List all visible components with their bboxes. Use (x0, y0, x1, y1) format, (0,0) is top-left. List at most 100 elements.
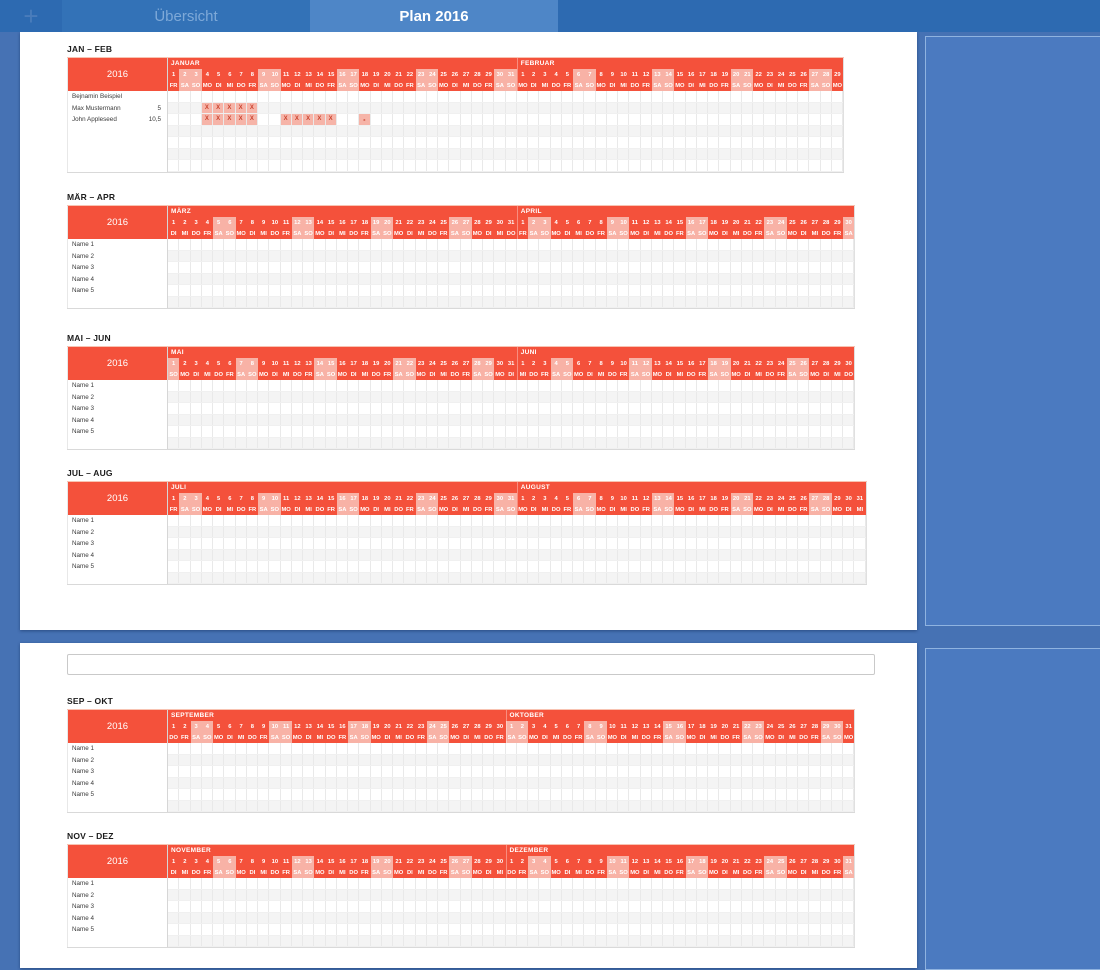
day-weekday-cell[interactable]: SA (764, 228, 776, 239)
day-cell[interactable] (438, 572, 450, 583)
day-cell[interactable] (562, 137, 573, 148)
day-cell[interactable] (281, 743, 292, 754)
day-number-cell[interactable]: 23 (415, 69, 427, 80)
day-weekday-cell[interactable]: MO (753, 506, 764, 513)
day-cell[interactable] (764, 789, 776, 800)
day-number-cell[interactable]: 13 (642, 723, 650, 730)
day-cell[interactable] (742, 160, 753, 171)
day-cell[interactable] (404, 549, 416, 560)
day-number-cell[interactable]: 17 (350, 219, 357, 226)
day-cell[interactable] (832, 414, 843, 425)
day-cell[interactable] (449, 800, 461, 811)
day-cell[interactable] (562, 102, 573, 113)
day-weekday-cell[interactable]: DI (688, 82, 695, 89)
day-weekday-cell[interactable]: FR (563, 506, 572, 513)
total-cell[interactable]: 5 (157, 104, 161, 112)
day-cell[interactable] (348, 924, 360, 935)
day-weekday-cell[interactable]: FR (181, 734, 189, 741)
day-cell[interactable] (326, 285, 337, 296)
day-number-cell[interactable]: 13 (305, 360, 312, 367)
day-cell[interactable] (281, 437, 292, 448)
name-row[interactable]: Name 5 (68, 426, 167, 438)
day-weekday-cell[interactable]: MI (755, 371, 762, 378)
day-cell[interactable] (652, 878, 663, 889)
day-cell[interactable] (179, 526, 191, 537)
day-cell[interactable] (742, 935, 753, 946)
day-weekday-cell[interactable]: DI (249, 230, 256, 237)
day-cell[interactable] (337, 889, 348, 900)
day-cell[interactable] (213, 426, 225, 437)
day-weekday-cell[interactable]: DO (630, 506, 640, 513)
day-cell[interactable] (562, 391, 573, 402)
day-number-cell[interactable]: 16 (336, 493, 348, 504)
day-cell[interactable] (224, 912, 236, 923)
day-cell[interactable] (506, 889, 517, 900)
day-number-cell[interactable]: 27 (462, 71, 470, 78)
day-cell[interactable] (438, 754, 450, 765)
day-weekday-cell[interactable]: MO (202, 506, 213, 513)
day-cell[interactable] (821, 391, 832, 402)
day-cell[interactable] (528, 766, 540, 777)
day-weekday-cell[interactable]: DO (821, 230, 831, 237)
day-cell[interactable] (393, 924, 405, 935)
day-cell[interactable] (168, 160, 180, 171)
day-cell[interactable] (506, 515, 517, 526)
day-number-cell[interactable]: 18 (708, 358, 720, 369)
day-cell[interactable] (843, 403, 855, 414)
day-weekday-cell[interactable]: SO (280, 732, 292, 743)
day-weekday-cell[interactable]: MI (575, 869, 582, 876)
day-cell[interactable] (404, 437, 416, 448)
day-weekday-cell[interactable]: SO (584, 80, 596, 91)
day-cell[interactable] (798, 878, 810, 889)
day-cell[interactable] (686, 414, 697, 425)
day-cell[interactable] (337, 148, 348, 159)
day-cell[interactable] (382, 125, 393, 136)
day-weekday-cell[interactable]: SO (483, 369, 495, 380)
day-cell[interactable] (551, 912, 562, 923)
day-number-cell[interactable]: 2 (520, 858, 524, 865)
day-cell[interactable] (731, 403, 742, 414)
day-cell[interactable] (843, 766, 855, 777)
day-cell[interactable] (348, 515, 360, 526)
day-cell[interactable] (798, 137, 810, 148)
day-cell[interactable] (843, 935, 855, 946)
day-weekday-cell[interactable]: MI (552, 734, 560, 741)
day-cell[interactable] (607, 160, 618, 171)
day-number-cell[interactable]: 1 (172, 723, 176, 730)
day-cell[interactable] (798, 296, 810, 307)
day-cell[interactable] (787, 572, 798, 583)
day-cell[interactable] (674, 102, 686, 113)
day-weekday-cell[interactable]: DO (270, 869, 280, 876)
day-cell[interactable] (697, 912, 708, 923)
day-weekday-cell[interactable]: DI (271, 371, 278, 378)
day-cell[interactable] (404, 924, 416, 935)
day-cell[interactable] (686, 901, 697, 912)
day-cell[interactable]: X (291, 114, 303, 125)
day-cell[interactable] (404, 426, 416, 437)
day-cell[interactable] (427, 426, 438, 437)
day-cell[interactable] (314, 296, 326, 307)
day-cell[interactable] (506, 437, 517, 448)
empty-textbox[interactable] (67, 654, 875, 675)
day-cell[interactable] (281, 391, 292, 402)
day-cell[interactable] (202, 262, 213, 273)
day-number-cell[interactable]: 27 (462, 360, 470, 367)
day-cell[interactable] (168, 889, 180, 900)
day-weekday-cell[interactable]: FR (518, 869, 527, 876)
day-cell[interactable] (191, 239, 202, 250)
day-number-cell[interactable]: 23 (417, 360, 425, 367)
day-cell[interactable] (326, 125, 337, 136)
day-cell[interactable] (697, 561, 708, 572)
day-cell[interactable] (618, 262, 630, 273)
month-header-cell[interactable]: DEZEMBER (505, 845, 855, 856)
day-cell[interactable] (382, 901, 393, 912)
day-cell[interactable] (517, 426, 528, 437)
month-header-cell[interactable]: JANUAR (171, 60, 200, 67)
day-cell[interactable] (213, 285, 225, 296)
name-row[interactable]: Name 2 (68, 754, 167, 766)
day-cell[interactable] (787, 935, 798, 946)
day-cell[interactable] (224, 515, 236, 526)
day-number-cell[interactable]: 28 (811, 723, 819, 730)
day-cell[interactable] (697, 148, 708, 159)
day-cell[interactable] (472, 777, 483, 788)
